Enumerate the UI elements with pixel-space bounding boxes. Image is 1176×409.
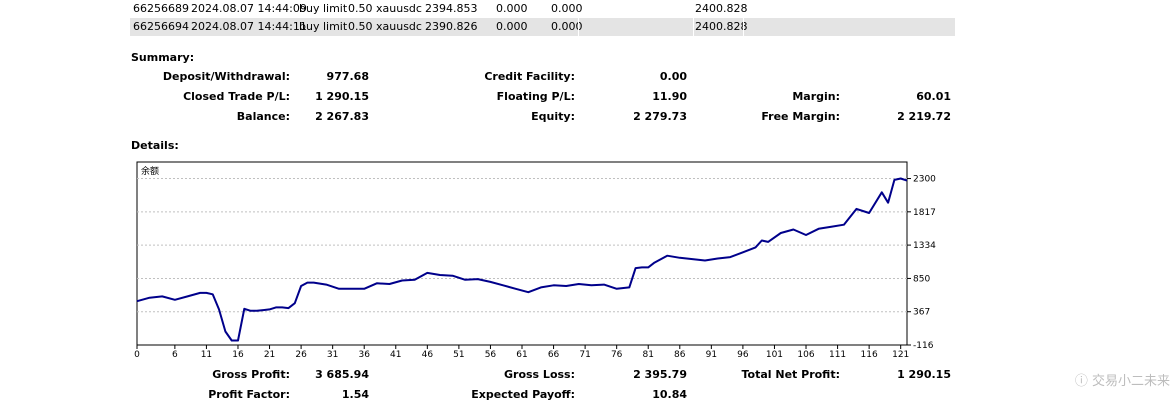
x-tick-label: 66 (548, 350, 560, 358)
order-symbol: xauusdc (376, 2, 422, 15)
x-tick-label: 26 (295, 350, 307, 358)
x-tick-label: 6 (172, 350, 178, 358)
watermark-text: 交易小二未来 (1091, 374, 1170, 389)
y-tick-label: -116 (913, 341, 934, 351)
order-time: 2024.08.07 14:44:09 (191, 2, 307, 15)
equity-value: 2 279.73 (633, 110, 687, 123)
x-tick-label: 76 (611, 350, 623, 358)
order-price: 2390.826 (425, 20, 478, 33)
watermark: ⓘ 交易小二未来 (1075, 370, 1170, 389)
plot-frame (136, 161, 908, 346)
x-tick-label: 11 (201, 350, 212, 358)
details-heading: Details: (131, 139, 179, 152)
balance-line (136, 177, 908, 342)
margin-label: Margin: (792, 90, 840, 103)
x-tick-label: 71 (579, 350, 590, 358)
y-tick-label: 850 (913, 274, 930, 284)
order-row[interactable]: 66256694 2024.08.07 14:44:11 buy limit 0.50… (130, 18, 955, 36)
gross-profit-label: Gross Profit: (212, 368, 290, 381)
net-profit-label: Total Net Profit: (741, 368, 841, 381)
order-price: 2394.853 (425, 2, 478, 15)
order-tp: 0.000 (551, 20, 583, 33)
watermark-icon: ⓘ (1074, 374, 1092, 389)
free-margin-value: 2 219.72 (897, 110, 951, 123)
x-tick-label: 121 (892, 350, 909, 358)
x-tick-label: 101 (766, 350, 783, 358)
y-tick-label: 2300 (913, 175, 936, 185)
x-tick-label: 61 (516, 350, 527, 358)
profit-factor-value: 1.54 (341, 388, 369, 401)
gross-profit-value: 3 685.94 (315, 368, 369, 381)
chart-title: 余额 (141, 165, 159, 177)
order-symbol: xauusdc (376, 20, 422, 33)
x-tick-label: 21 (264, 350, 275, 358)
expected-payoff-label: Expected Payoff: (471, 388, 575, 401)
order-time: 2024.08.07 14:44:11 (191, 20, 307, 33)
x-tick-label: 36 (358, 350, 370, 358)
margin-value: 60.01 (916, 90, 951, 103)
credit-value: 0.00 (659, 70, 687, 83)
order-ticket: 66256694 (133, 20, 189, 33)
closed-pl-value: 1 290.15 (315, 90, 369, 103)
profit-factor-label: Profit Factor: (208, 388, 290, 401)
credit-label: Credit Facility: (484, 70, 575, 83)
y-tick-label: 1817 (913, 208, 936, 218)
x-tick-label: 16 (232, 350, 244, 358)
floating-pl-value: 11.90 (652, 90, 687, 103)
x-tick-label: 86 (674, 350, 686, 358)
free-margin-label: Free Margin: (761, 110, 840, 123)
order-market: 2400.828 (695, 2, 748, 15)
net-profit-value: 1 290.15 (897, 368, 951, 381)
order-market: 2400.828 (695, 20, 748, 33)
x-tick-label: 81 (643, 350, 654, 358)
order-volume: 0.50 (348, 2, 373, 15)
order-tp: 0.000 (551, 2, 583, 15)
x-tick-label: 116 (861, 350, 878, 358)
order-volume: 0.50 (348, 20, 373, 33)
x-tick-label: 111 (829, 350, 846, 358)
gross-loss-label: Gross Loss: (504, 368, 575, 381)
order-type: buy limit (299, 2, 348, 15)
x-tick-label: 96 (737, 350, 749, 358)
x-tick-label: 51 (453, 350, 464, 358)
x-tick-label: 56 (485, 350, 497, 358)
order-sl: 0.000 (496, 20, 528, 33)
gross-loss-value: 2 395.79 (633, 368, 687, 381)
y-tick-label: 367 (913, 308, 930, 318)
deposit-label: Deposit/Withdrawal: (162, 70, 290, 83)
closed-pl-label: Closed Trade P/L: (183, 90, 290, 103)
equity-label: Equity: (531, 110, 575, 123)
deposit-value: 977.68 (326, 70, 369, 83)
y-tick-label: 1334 (913, 241, 936, 251)
x-tick-label: 91 (706, 350, 717, 358)
balance-value: 2 267.83 (315, 110, 369, 123)
order-type: buy limit (299, 20, 348, 33)
x-tick-label: 41 (390, 350, 401, 358)
x-tick-label: 0 (134, 350, 140, 358)
floating-pl-label: Floating P/L: (496, 90, 575, 103)
order-sl: 0.000 (496, 2, 528, 15)
order-ticket: 66256689 (133, 2, 189, 15)
summary-heading: Summary: (131, 51, 195, 64)
x-tick-label: 106 (797, 350, 814, 358)
x-tick-label: 31 (327, 350, 338, 358)
balance-label: Balance: (236, 110, 290, 123)
order-row[interactable]: 66256689 2024.08.07 14:44:09 buy limit 0.50… (130, 0, 955, 18)
x-tick-label: 46 (422, 350, 434, 358)
expected-payoff-value: 10.84 (652, 388, 687, 401)
